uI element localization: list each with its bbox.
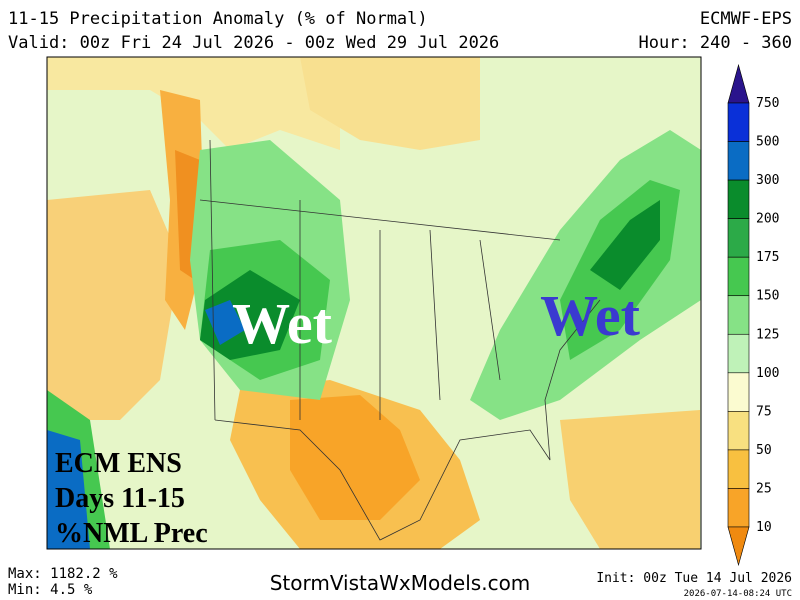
box-line: Days 11-15 bbox=[55, 483, 185, 514]
colorbar-arrow-top bbox=[727, 63, 750, 104]
init-time: Init: 00z Tue 14 Jul 2026 bbox=[596, 571, 792, 586]
colorbar-label: 50 bbox=[756, 443, 772, 458]
forecast-hour: Hour: 240 - 360 bbox=[638, 33, 792, 53]
colorbar-label: 10 bbox=[756, 520, 772, 535]
colorbar-band bbox=[727, 372, 750, 412]
colorbar-label: 125 bbox=[756, 327, 779, 342]
colorbar-band bbox=[727, 449, 750, 489]
map bbox=[46, 56, 702, 550]
colorbar-band bbox=[727, 102, 750, 142]
colorbar-label: 200 bbox=[756, 212, 779, 227]
min-value: Min: 4.5 % bbox=[8, 582, 93, 598]
timestamp: 2026-07-14-08:24 UTC bbox=[684, 589, 792, 599]
colorbar-band bbox=[727, 218, 750, 258]
site: StormVistaWxModels.com bbox=[270, 571, 531, 595]
colorbar-label: 500 bbox=[756, 135, 779, 150]
colorbar-band bbox=[727, 256, 750, 297]
box-line: %NML Prec bbox=[55, 518, 208, 549]
colorbar-band bbox=[727, 179, 750, 219]
colorbar-label: 25 bbox=[756, 481, 772, 496]
annotation-west: Wet bbox=[232, 291, 333, 356]
max-value: Max: 1182.2 % bbox=[8, 566, 118, 582]
valid-period: Valid: 00z Fri 24 Jul 2026 - 00z Wed 29 … bbox=[8, 33, 499, 53]
colorbar-label: 750 bbox=[756, 96, 779, 111]
colorbar-arrow-bottom bbox=[727, 526, 750, 567]
box-line: ECM ENS bbox=[55, 448, 182, 479]
title: 11-15 Precipitation Anomaly (% of Normal… bbox=[8, 9, 428, 29]
colorbar-band bbox=[727, 488, 750, 528]
colorbar-band bbox=[727, 295, 750, 335]
colorbar-band bbox=[727, 333, 750, 374]
annotation-east: Wet bbox=[540, 283, 641, 348]
model: ECMWF-EPS bbox=[700, 9, 792, 29]
colorbar-label: 150 bbox=[756, 289, 779, 304]
colorbar-band bbox=[727, 141, 750, 181]
colorbar-label: 175 bbox=[756, 250, 779, 265]
colorbar-label: 75 bbox=[756, 404, 772, 419]
colorbar-label: 100 bbox=[756, 366, 779, 381]
colorbar-band bbox=[727, 411, 750, 451]
colorbar-label: 300 bbox=[756, 173, 779, 188]
colorbar: 750 500 300 200 175 150 125 100 75 50 25 10 bbox=[727, 63, 779, 567]
